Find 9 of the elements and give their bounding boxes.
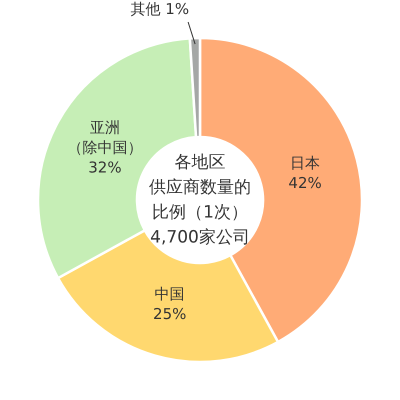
slice-label: 其他 1% [130, 0, 190, 18]
slice-label: 日本 [290, 154, 320, 172]
slice-label: 中国 [154, 285, 185, 304]
data-label: 25% [153, 305, 186, 324]
text: 4,700家公司 [150, 228, 250, 248]
data-label: 32% [88, 158, 122, 177]
slice-label: 亚洲（除中国） [67, 118, 142, 157]
text: 各地区供应商数量的比例（1次） [149, 152, 251, 222]
data-label: 42% [288, 174, 322, 192]
